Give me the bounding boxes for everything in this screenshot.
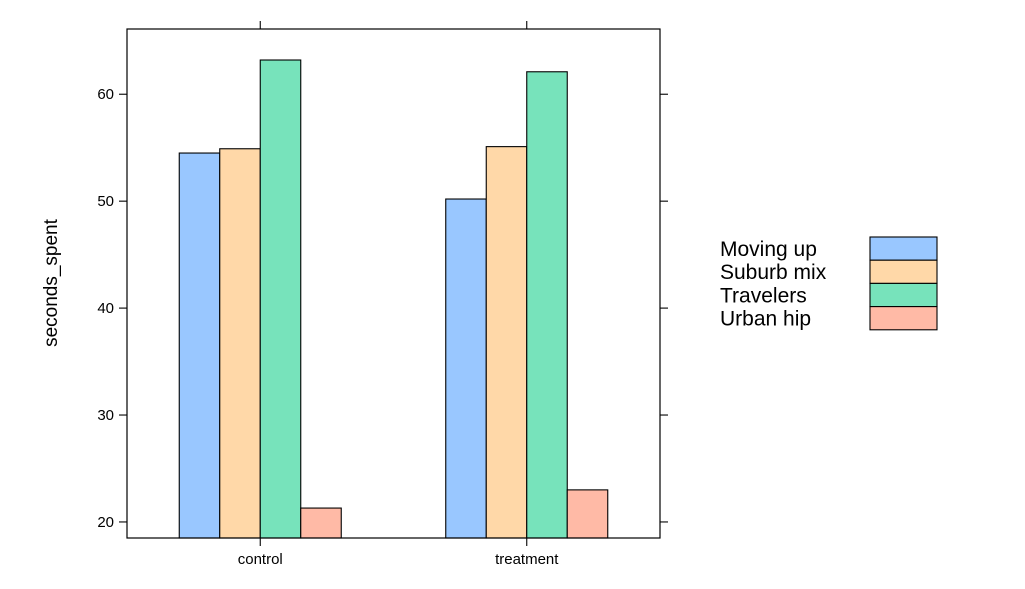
bar-control-urban-hip xyxy=(300,507,342,539)
legend-swatch-moving-up xyxy=(869,236,938,261)
y-axis-title: seconds_spent xyxy=(41,218,62,347)
bar-treatment-moving-up xyxy=(445,198,487,539)
bar-control-travelers xyxy=(259,59,302,539)
x-tick-label: control xyxy=(238,551,283,568)
bar-control-suburb-mix xyxy=(219,148,261,539)
y-tick-label: 60 xyxy=(97,86,114,103)
x-tick-label: treatment xyxy=(495,551,559,568)
bar-treatment-urban-hip xyxy=(566,489,609,539)
legend-swatch-urban-hip xyxy=(869,306,938,331)
legend-swatch-suburb-mix xyxy=(869,259,938,284)
y-tick-label: 40 xyxy=(97,300,114,317)
plot-frame xyxy=(126,28,661,539)
legend-label-suburb-mix: Suburb mix xyxy=(720,261,827,284)
y-tick-label: 50 xyxy=(97,193,114,210)
y-tick-label: 30 xyxy=(97,407,114,424)
legend-swatch-travelers xyxy=(869,282,938,308)
axis-ticks: 20 30 40 50 60 control treatment xyxy=(97,21,668,568)
bar-treatment-suburb-mix xyxy=(485,146,528,539)
legend-label-urban-hip: Urban hip xyxy=(720,308,811,331)
bars-layer xyxy=(178,59,609,539)
bar-control-moving-up xyxy=(178,152,221,539)
y-tick-label: 20 xyxy=(97,514,114,531)
legend-label-travelers: Travelers xyxy=(720,284,807,307)
bar-treatment-travelers xyxy=(526,71,568,539)
legend-label-moving-up: Moving up xyxy=(720,238,817,261)
